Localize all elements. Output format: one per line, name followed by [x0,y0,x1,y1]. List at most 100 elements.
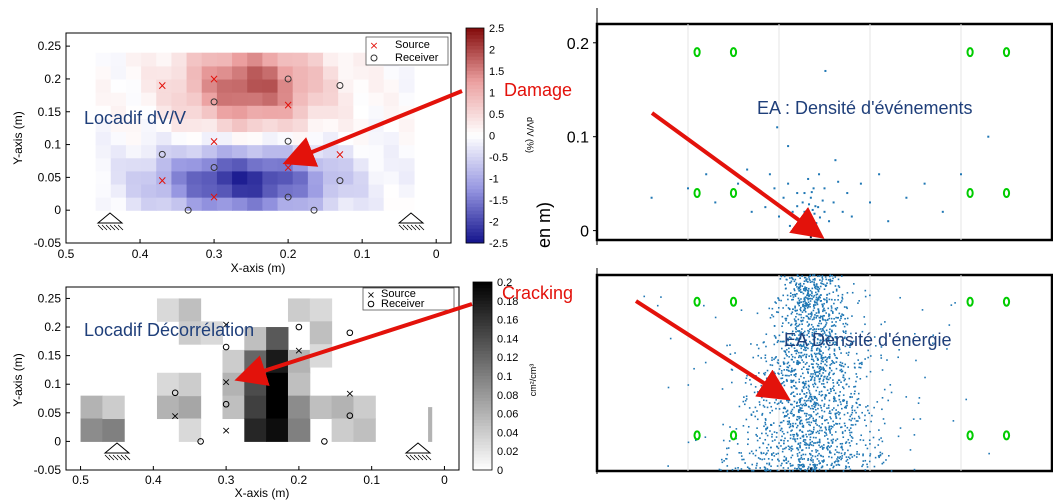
energy-point [869,370,872,373]
energy-point [809,281,812,284]
energy-point [810,311,813,314]
event-point [811,208,814,211]
energy-point [814,408,817,411]
energy-point [770,380,773,382]
energy-point [780,372,783,374]
energy-point [773,455,776,457]
energy-point [777,311,780,314]
energy-point [765,345,767,348]
energy-point [799,445,801,448]
energy-point [811,398,814,401]
support-hatch [124,454,131,461]
energy-point [812,274,814,277]
heatmap-cell [247,144,263,159]
energy-point [745,418,748,421]
energy-point [797,443,800,445]
energy-point [803,384,806,387]
energy-point [808,276,810,278]
energy-point [804,363,807,365]
energy-point [757,347,760,350]
heatmap-cell [353,52,370,67]
energy-point [810,379,812,381]
energy-point [815,294,818,296]
energy-point [818,288,821,290]
energy-point [816,303,819,306]
energy-point [809,458,812,461]
energy-point [795,282,798,284]
heatmap-cell [368,105,385,119]
energy-point [802,345,805,347]
energy-point [837,278,840,281]
energy-point [816,338,819,340]
energy-point [752,411,755,413]
energy-point [754,386,757,388]
support-hatch [417,454,424,461]
heatmap-cell [353,183,370,198]
energy-point [804,286,806,288]
receiver-marker [197,438,204,445]
energy-point [827,307,830,310]
event-point [859,182,862,185]
energy-point [796,401,799,404]
energy-point [808,323,810,326]
x-tick-label: 0.4 [145,473,162,487]
energy-point [811,335,814,337]
energy-point [846,292,849,294]
heatmap-cell [262,65,279,80]
energy-point [790,358,793,361]
energy-point [817,371,819,373]
support-hatch [414,224,421,231]
colorbar-segment [466,225,484,230]
energy-point [866,466,869,468]
energy-point [806,421,808,424]
event-point [650,196,653,199]
energy-point [786,431,789,434]
heatmap-cell [353,418,376,442]
energy-point [821,415,824,417]
energy-point [809,400,812,403]
energy-point [817,430,819,433]
energy-point [755,449,758,452]
heatmap-cell [171,144,188,159]
energy-point [832,324,834,327]
energy-point [802,343,805,346]
energy-point [792,422,794,425]
heatmap-cell [262,197,279,211]
heatmap-cell [141,131,157,146]
heatmap-cell [323,78,339,93]
energy-point [766,369,769,372]
energy-point [768,307,771,310]
heatmap-cell [247,118,263,133]
energy-point [814,344,817,347]
energy-point [845,383,848,385]
colorbar-segment [466,110,484,115]
energy-point [765,399,768,402]
energy-point [822,338,824,341]
decorrelation-y-axis-label: Y-axis (m) [11,353,25,407]
energy-point [756,391,759,393]
energy-point [822,319,824,321]
energy-point [805,442,807,445]
energy-point [815,371,818,373]
colorbar-segment [473,344,492,349]
energy-point [842,374,845,377]
energy-point [817,358,819,361]
energy-point [879,454,882,457]
energy-point [788,351,790,353]
energy-point [821,358,824,361]
energy-point [884,321,886,323]
energy-point [815,312,818,314]
energy-point [813,281,815,284]
energy-point [831,321,833,323]
energy-point [841,455,844,457]
energy-point [838,464,841,466]
energy-point [809,293,811,296]
event-point [821,199,824,202]
energy-point [787,298,789,301]
heatmap-cell [186,183,203,198]
energy-point [855,443,858,445]
energy-point [843,306,846,308]
energy-point [790,379,792,382]
energy-point [785,411,788,413]
energy-point [799,399,802,401]
